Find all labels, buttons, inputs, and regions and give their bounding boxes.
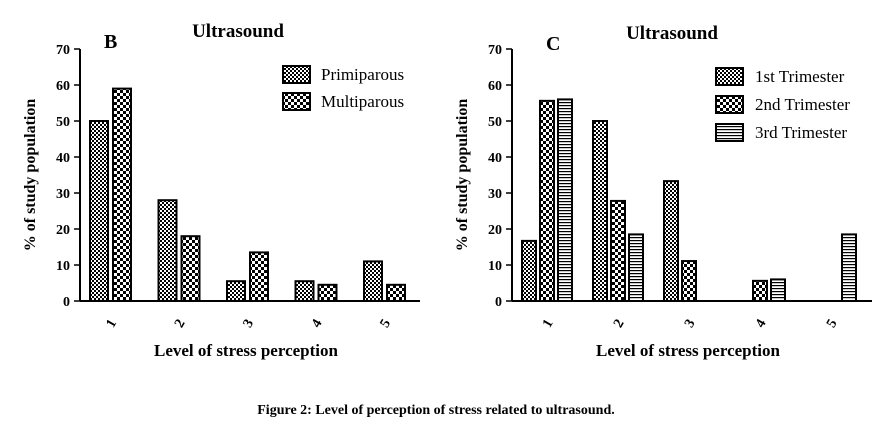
chart-panel-b: B Ultrasound 0 10 20 30 40 50 60 70 % of study pop… bbox=[22, 21, 420, 360]
chart-panel-c: C Ultrasound 0 10 20 30 40 50 60 70 % of study pop… bbox=[454, 23, 872, 360]
y-tick-label: 20 bbox=[488, 223, 502, 238]
legend-label: Primiparous bbox=[321, 65, 404, 84]
panel-label: B bbox=[104, 31, 117, 53]
bar bbox=[752, 279, 768, 302]
x-tick-label: 2 bbox=[611, 317, 627, 331]
bar bbox=[681, 260, 697, 303]
bar bbox=[294, 280, 315, 303]
y-tick-label: 0 bbox=[495, 295, 502, 310]
bar bbox=[89, 120, 109, 302]
legend-label: Multiparous bbox=[321, 92, 404, 111]
x-tick-label: 5 bbox=[378, 317, 394, 331]
bar bbox=[363, 260, 383, 302]
y-tick-label: 20 bbox=[56, 223, 70, 238]
panel-label: C bbox=[546, 33, 560, 55]
x-tick-label: 1 bbox=[540, 317, 556, 331]
bar bbox=[557, 98, 573, 303]
y-tick-label: 10 bbox=[56, 259, 70, 274]
x-tick-label: 5 bbox=[824, 317, 840, 331]
legend-swatch bbox=[282, 65, 311, 84]
bar bbox=[841, 233, 857, 302]
y-tick-label: 70 bbox=[488, 43, 502, 58]
x-axis-label: Level of stress perception bbox=[154, 341, 339, 360]
x-tick-label: 4 bbox=[753, 317, 769, 331]
legend-label: 2nd Trimester bbox=[755, 95, 850, 114]
legend: 1st Trimester 2nd Trimester 3rd Trimester bbox=[715, 67, 850, 142]
legend-swatch bbox=[715, 123, 744, 142]
legend-label: 3rd Trimester bbox=[755, 123, 847, 142]
y-tick-label: 30 bbox=[56, 187, 70, 202]
bar bbox=[249, 251, 269, 302]
y-tick-label: 40 bbox=[56, 151, 70, 166]
y-tick-label: 30 bbox=[488, 187, 502, 202]
y-axis-label: % of study population bbox=[22, 99, 39, 252]
y-tick-label: 60 bbox=[56, 79, 70, 94]
bar bbox=[180, 235, 201, 302]
x-tick-label: 3 bbox=[241, 317, 257, 331]
chart-title: Ultrasound bbox=[192, 21, 284, 42]
bar bbox=[539, 99, 555, 302]
x-tick-label: 2 bbox=[172, 317, 188, 331]
bar bbox=[157, 199, 178, 302]
x-tick-label: 1 bbox=[104, 317, 120, 331]
y-tick-label: 40 bbox=[488, 151, 502, 166]
x-axis-label: Level of stress perception bbox=[596, 341, 781, 360]
y-tick-label: 50 bbox=[488, 115, 502, 130]
y-tick-label: 70 bbox=[56, 43, 70, 58]
bar bbox=[663, 180, 679, 302]
figure-caption: Figure 2: Level of perception of stress … bbox=[257, 403, 615, 418]
legend-swatch bbox=[715, 95, 744, 114]
chart-title: Ultrasound bbox=[626, 23, 718, 44]
x-tick-label: 4 bbox=[309, 317, 325, 331]
legend-swatch bbox=[282, 92, 311, 111]
bar bbox=[628, 233, 644, 302]
bar bbox=[521, 239, 537, 303]
bar bbox=[112, 87, 132, 302]
legend-swatch bbox=[715, 67, 744, 86]
y-axis-label: % of study population bbox=[454, 99, 471, 252]
y-tick-label: 60 bbox=[488, 79, 502, 94]
bar bbox=[226, 280, 246, 303]
bar bbox=[770, 278, 786, 302]
legend-label: 1st Trimester bbox=[755, 67, 845, 86]
legend: Primiparous Multiparous bbox=[282, 65, 404, 111]
bar bbox=[317, 283, 338, 302]
bar bbox=[610, 199, 626, 302]
bar bbox=[386, 283, 406, 302]
x-tick-label: 3 bbox=[682, 317, 698, 331]
y-tick-label: 50 bbox=[56, 115, 70, 130]
y-tick-label: 10 bbox=[488, 259, 502, 274]
bar bbox=[592, 120, 608, 302]
y-tick-label: 0 bbox=[63, 295, 70, 310]
